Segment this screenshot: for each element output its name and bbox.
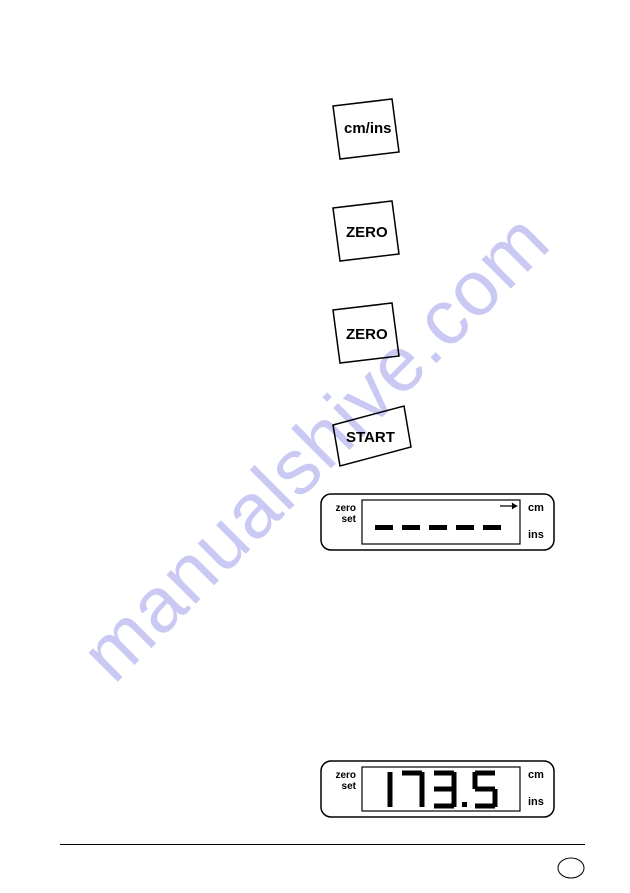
zero-label-2: ZERO	[346, 326, 388, 343]
zero-button-1: ZERO	[332, 200, 400, 262]
svg-text:set: set	[342, 781, 357, 792]
page-number-icon	[557, 857, 585, 879]
lcd-display-icon: zero set cm ins	[320, 760, 555, 818]
svg-text:ins: ins	[528, 796, 544, 808]
lcd-display-icon: zero set cm ins	[320, 493, 555, 551]
cmins-label: cm/ins	[344, 120, 392, 137]
start-label: START	[346, 429, 395, 446]
lcd-display-value: zero set cm ins	[320, 760, 555, 818]
footer-divider	[60, 844, 585, 845]
zero-label-1: ZERO	[346, 224, 388, 241]
svg-text:zero: zero	[335, 503, 356, 514]
svg-text:set: set	[342, 514, 357, 525]
lcd-display-dashes: zero set cm ins	[320, 493, 555, 551]
svg-text:cm: cm	[528, 769, 544, 781]
start-button: START	[332, 405, 412, 467]
watermark-text: manualshive.com	[63, 194, 567, 698]
svg-text:cm: cm	[528, 502, 544, 514]
svg-text:ins: ins	[528, 529, 544, 541]
zero-button-2: ZERO	[332, 302, 400, 364]
svg-text:zero: zero	[335, 770, 356, 781]
cmins-button: cm/ins	[332, 98, 400, 160]
